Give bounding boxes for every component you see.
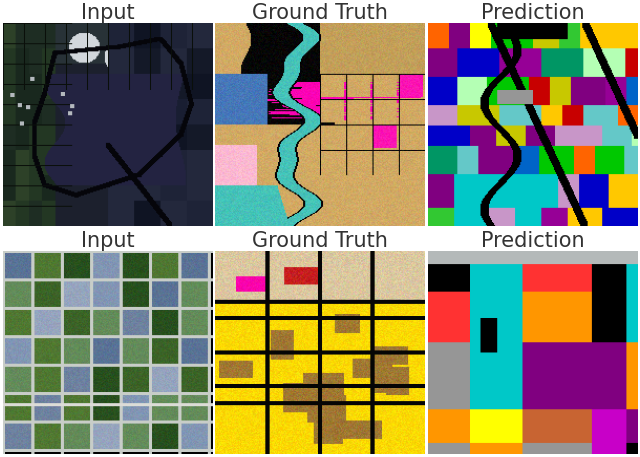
Title: Prediction: Prediction (481, 3, 584, 23)
Title: Ground Truth: Ground Truth (252, 3, 388, 23)
Title: Input: Input (81, 3, 134, 23)
Title: Prediction: Prediction (481, 231, 584, 251)
Title: Input: Input (81, 231, 134, 251)
Title: Ground Truth: Ground Truth (252, 231, 388, 251)
